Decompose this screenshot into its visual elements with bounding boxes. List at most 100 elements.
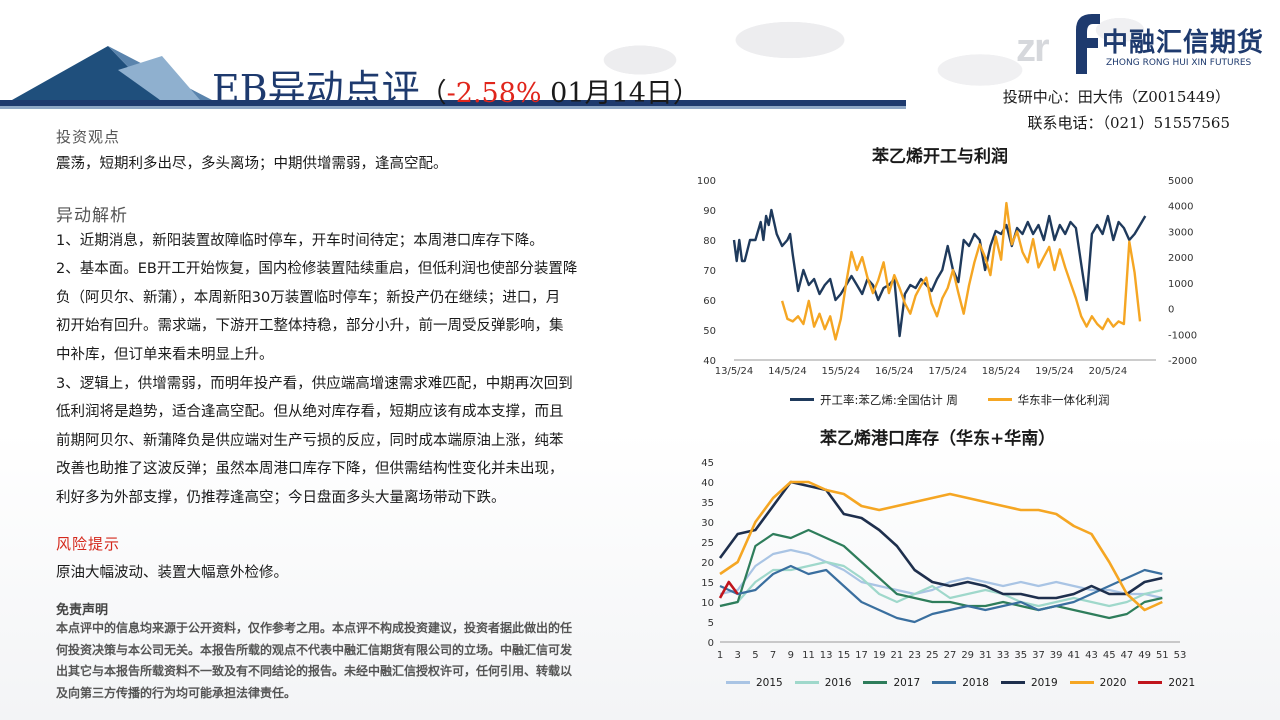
chart1-y-right-tick: -2000 xyxy=(1168,356,1197,367)
chart2-x-tick: 5 xyxy=(752,650,758,661)
legend-label: 2015 xyxy=(756,676,783,689)
chart2-x-tick: 7 xyxy=(770,650,776,661)
analysis-line: 低利润将是趋势，适合逢高空配。但从绝对库存看，短期应该有成本支撑，而且 xyxy=(56,404,564,421)
chart1-series-line-1 xyxy=(780,201,1142,341)
chart2-y-tick: 40 xyxy=(701,478,714,489)
title-open-paren: （ xyxy=(419,78,447,109)
legend-label-profit: 华东非一体化利润 xyxy=(1017,392,1110,407)
analysis-line: 初开始有回升。需求端，下游开工整体持稳，部分小升，前一周受反弹影响，集 xyxy=(56,318,564,335)
legend-swatch xyxy=(794,681,819,684)
chart1-x-tick: 16/5/24 xyxy=(875,366,914,377)
chart1-y-right-tick: -1000 xyxy=(1168,330,1197,341)
chart1-x-tick: 17/5/24 xyxy=(928,366,967,377)
legend-item-profit: 华东非一体化利润 xyxy=(987,392,1110,408)
chart2-x-tick: 49 xyxy=(1138,650,1151,661)
chart2-x-tick: 33 xyxy=(997,650,1010,661)
chart2-x-tick: 13 xyxy=(820,650,833,661)
disclaimer-line: 出其它与本报告所载资料不一致及有不同结论的报告。未经中融汇信授权许可，任何引用、… xyxy=(56,664,573,679)
analysis-line: 3、逻辑上，供增需弱，而明年投产看，供应端高增速需求难匹配，中期再次回到 xyxy=(56,375,573,392)
chart2-series-line-2015 xyxy=(719,548,1163,600)
risk-heading: 风险提示 xyxy=(56,534,121,553)
chart1-y-right-tick: 0 xyxy=(1168,305,1174,316)
legend-item-startup: 开工率:苯乙烯:全国估计 周 xyxy=(790,392,958,408)
title-change-percent: -2.58% xyxy=(446,78,542,109)
chart1-y-right-tick: 3000 xyxy=(1168,227,1193,238)
disclaimer-line: 何投资决策与本公司无关。本报告所载的观点不代表中融汇信期货有限公司的立场。中融汇… xyxy=(56,642,573,657)
chart2-y-tick: 30 xyxy=(701,518,714,529)
legend-label: 2021 xyxy=(1168,676,1196,689)
disclaimer-heading: 免责声明 xyxy=(56,603,109,618)
chart1-y-left-tick: 40 xyxy=(703,356,716,367)
chart1-y-right-tick: 1000 xyxy=(1168,279,1193,290)
analysis-line: 负（阿贝尔、新蒲），本周新阳30万装置临时停车；新投产仍在继续；进口，月 xyxy=(56,289,561,306)
chart2-y-tick: 0 xyxy=(708,638,714,649)
chart2-x-tick: 41 xyxy=(1067,650,1080,661)
title-main: EB异动点评 xyxy=(212,67,420,111)
chart2-y-tick: 35 xyxy=(701,498,714,509)
company-logo: zr 中融汇信期货 ZHONG RONG HUI XIN FUTURES xyxy=(1010,12,1270,76)
analysis-heading: 异动解析 xyxy=(56,205,128,226)
legend-item-2015: 2015 xyxy=(726,677,783,689)
disclaimer-line: 本点评中的信息均来源于公开资料，仅作参考之用。本点评不构成投资建议，投资者据此做… xyxy=(56,621,573,635)
chart1-x-tick: 15/5/24 xyxy=(822,366,861,377)
chart1-y-left-tick: 70 xyxy=(703,266,716,277)
logo-f-icon xyxy=(1076,14,1100,74)
header-decoration xyxy=(0,18,920,112)
page-title: EB异动点评（-2.58% 01月14日） xyxy=(212,58,700,113)
chart2-x-tick: 37 xyxy=(1032,650,1045,661)
chart2-x-tick: 17 xyxy=(855,650,868,661)
chart1-x-tick: 14/5/24 xyxy=(768,366,807,377)
risk-text: 原油大幅波动、装置大幅意外检修。 xyxy=(56,564,288,581)
logo-company-name: 中融汇信期货 xyxy=(1102,28,1265,58)
chart2-series-line-2020 xyxy=(719,480,1163,612)
chart2-legend: 2015 2016 2017 2018 2019 2020 2021 xyxy=(726,675,1207,689)
chart2-x-tick: 35 xyxy=(1014,650,1027,661)
chart2-x-tick: 51 xyxy=(1156,650,1169,661)
chart1-x-tick: 13/5/24 xyxy=(715,366,754,377)
logo-zr-mark: zr xyxy=(1016,26,1050,70)
view-heading: 投资观点 xyxy=(56,128,121,146)
chart-startup-profit: 40 50 60 70 80 90 100 -2000 -1000 0 1000 2000 3000 40… xyxy=(697,176,1197,377)
chart2-y-tick: 15 xyxy=(701,578,714,589)
chart2-x-tick: 1 xyxy=(717,650,723,661)
contact-info: 投研中心：田大伟（Z0015449） 联系电话：（021）51557565 xyxy=(1003,84,1230,136)
legend-item-2016: 2016 xyxy=(794,677,851,689)
chart1-y-right-tick: 2000 xyxy=(1168,253,1193,264)
chart2-x-tick: 39 xyxy=(1050,650,1063,661)
chart2-x-tick: 47 xyxy=(1121,650,1134,661)
view-text: 震荡，短期利多出尽，多头离场；中期供增需弱，逢高空配。 xyxy=(56,156,448,172)
legend-item-2020: 2020 xyxy=(1069,677,1126,689)
legend-swatch xyxy=(1138,681,1163,684)
chart2-x-tick: 29 xyxy=(961,650,974,661)
analysis-line: 前期阿贝尔、新蒲降负是供应端对生产亏损的反应，同时成本端原油上涨，纯苯 xyxy=(56,432,564,449)
disclaimer-body: 本点评中的信息均来源于公开资料，仅作参考之用。本点评不构成投资建议，投资者据此做… xyxy=(56,618,636,704)
chart1-title: 苯乙烯开工与利润 xyxy=(872,147,1008,167)
chart2-x-tick: 31 xyxy=(979,650,992,661)
chart1-legend: 开工率:苯乙烯:全国估计 周 华东非一体化利润 xyxy=(790,390,1136,408)
legend-label-startup: 开工率:苯乙烯:全国估计 周 xyxy=(820,392,958,407)
commentary-column: 投资观点 震荡，短期利多出尽，多头离场；中期供增需弱，逢高空配。 异动解析 1、… xyxy=(56,126,656,587)
analysis-line: 2、基本面。EB开工开始恢复，国内检修装置陆续重启，但低利润也使部分装置降 xyxy=(56,261,578,278)
chart2-x-tick: 15 xyxy=(837,650,850,661)
analysis-line: 中补库，但订单来看未明显上升。 xyxy=(56,346,274,363)
legend-label: 2018 xyxy=(962,676,989,689)
world-map-watermark xyxy=(560,0,1280,150)
chart1-y-left-tick: 50 xyxy=(703,326,716,337)
chart2-x-tick: 23 xyxy=(908,650,921,661)
chart1-y-right-tick: 4000 xyxy=(1168,202,1193,213)
chart2-x-tick: 9 xyxy=(788,650,794,661)
chart2-x-tick: 45 xyxy=(1103,650,1116,661)
legend-swatch xyxy=(1069,681,1094,684)
contact-analyst: 投研中心：田大伟（Z0015449） xyxy=(1002,88,1230,106)
chart2-y-tick: 5 xyxy=(708,618,714,629)
chart1-y-left-tick: 80 xyxy=(703,236,716,247)
chart2-x-tick: 25 xyxy=(926,650,939,661)
chart1-y-left-tick: 100 xyxy=(697,176,716,187)
analysis-line: 改善也助推了这波反弹；虽然本周港口库存下降，但供需结构性变化并未出现， xyxy=(56,461,564,478)
chart2-series-line-2018 xyxy=(719,564,1163,624)
chart1-x-tick: 20/5/24 xyxy=(1089,366,1128,377)
chart2-title: 苯乙烯港口库存（华东+华南） xyxy=(820,429,1056,449)
disclaimer: 免责声明 本点评中的信息均来源于公开资料，仅作参考之用。本点评不构成投资建议，投… xyxy=(56,599,636,704)
legend-item-2018: 2018 xyxy=(932,677,989,689)
chart2-x-tick: 21 xyxy=(891,650,904,661)
